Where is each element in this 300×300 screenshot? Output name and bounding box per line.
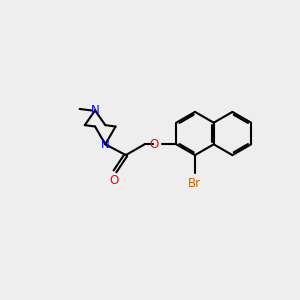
Text: N: N: [91, 104, 99, 117]
Text: O: O: [109, 174, 118, 187]
Text: Br: Br: [188, 177, 201, 190]
Text: O: O: [149, 138, 159, 151]
Text: N: N: [101, 138, 110, 151]
